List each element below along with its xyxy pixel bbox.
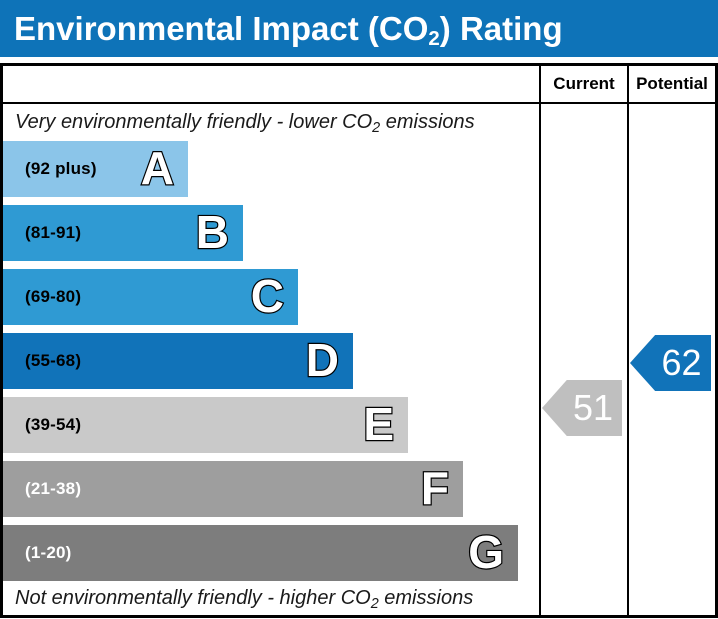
bottom-note-subscript: 2: [370, 596, 379, 613]
current-rating-column: 51: [539, 104, 627, 615]
band-g-range-label: (1-20): [25, 543, 72, 562]
title-subscript: 2: [428, 27, 440, 51]
top-note: Very environmentally friendly - lower CO…: [3, 104, 539, 141]
band-a-range-label: (92 plus): [25, 159, 97, 178]
band-c-bar: (69-80) C: [3, 269, 298, 325]
title-suffix: ) Rating: [439, 10, 563, 47]
band-f-bar: (21-38) F: [3, 461, 463, 517]
bottom-note-text: Not environmentally friendly - higher CO: [15, 587, 371, 609]
bottom-note-suffix: emissions: [378, 587, 474, 609]
band-b-bar: (81-91) B: [3, 205, 243, 261]
potential-rating-column: 62: [627, 104, 715, 615]
band-d-range-label: (55-68): [25, 351, 82, 370]
bottom-note: Not environmentally friendly - higher CO…: [3, 583, 473, 615]
band-g-bar: (1-20) G: [3, 525, 518, 581]
band-a-letter: A: [140, 142, 176, 195]
band-b-letter: B: [195, 206, 231, 259]
top-note-suffix: emissions: [380, 111, 475, 133]
band-e-bar: (39-54) E: [3, 397, 408, 453]
band-f-range-label: (21-38): [25, 479, 82, 498]
band-f-letter: F: [420, 462, 451, 515]
header-spacer-cell: [3, 66, 539, 102]
band-d-bar: (55-68) D: [3, 333, 353, 389]
header-current-cell: Current: [539, 66, 627, 102]
top-note-subscript: 2: [372, 120, 381, 137]
band-e-letter: E: [362, 398, 395, 451]
header-potential-cell: Potential: [627, 66, 715, 102]
band-a-bar: (92 plus) A: [3, 141, 188, 197]
band-d-letter: D: [305, 334, 341, 387]
co2-rating-table: Current Potential Very environmentally f…: [0, 63, 718, 618]
top-note-text: Very environmentally friendly - lower CO: [15, 111, 373, 133]
band-c-letter: C: [250, 270, 286, 323]
current-rating-arrow: 51: [542, 380, 622, 436]
potential-rating-arrow: 62: [630, 335, 711, 391]
table-body: Very environmentally friendly - lower CO…: [3, 104, 715, 615]
rating-scale-area: Very environmentally friendly - lower CO…: [3, 104, 539, 615]
band-b-range-label: (81-91): [25, 223, 82, 242]
table-header-row: Current Potential: [3, 66, 715, 104]
band-e-range-label: (39-54): [25, 415, 82, 434]
page-title: Environmental Impact (CO2) Rating: [0, 0, 718, 57]
title-text: Environmental Impact (CO: [14, 10, 429, 47]
band-g-letter: G: [467, 526, 505, 579]
band-c-range-label: (69-80): [25, 287, 82, 306]
